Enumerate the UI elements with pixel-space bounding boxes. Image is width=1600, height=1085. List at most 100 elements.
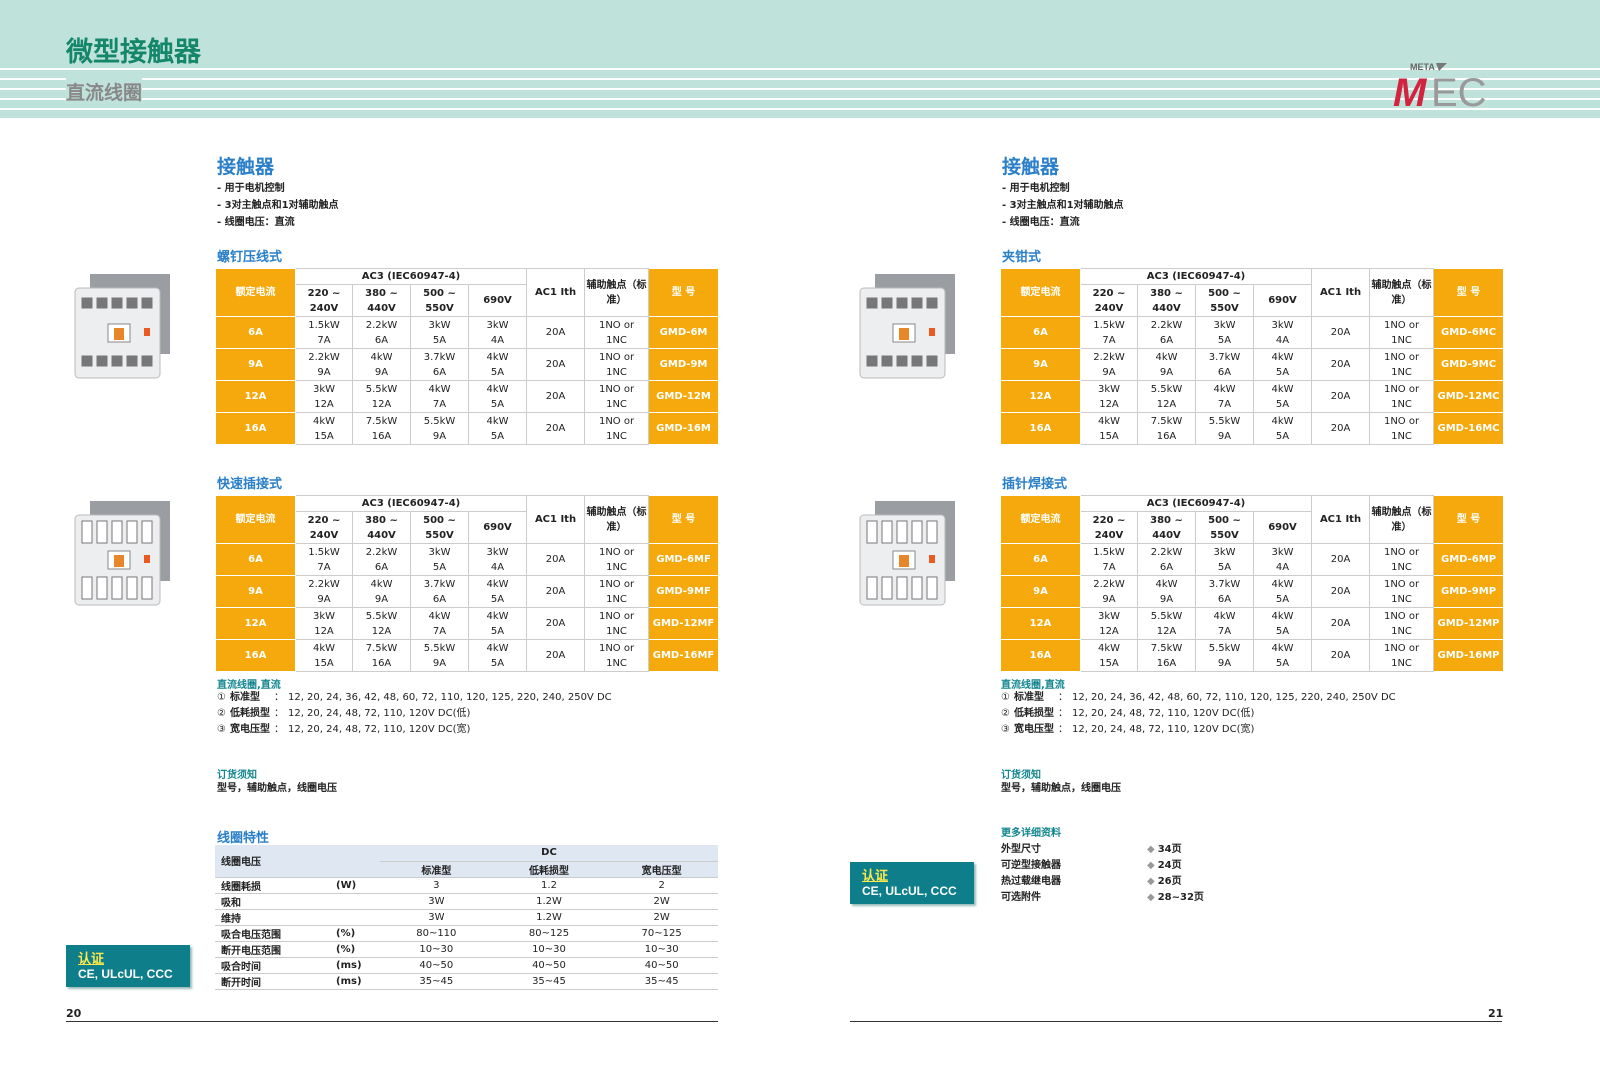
certification-box: 认证 CE, ULcUL, CCC	[850, 862, 974, 904]
rating-value: 4A	[490, 334, 505, 346]
aux-contact: 1NO or 1NC	[1369, 639, 1435, 672]
rating-cell: 4kW 5A	[1252, 380, 1313, 413]
aux-value: 1NC	[1391, 593, 1412, 605]
rating-value: 1.5kW	[308, 319, 340, 331]
rating-value: 5.5kW	[365, 610, 398, 622]
rating-cell: 1.5kW 7A	[1080, 543, 1138, 576]
rating-value: 3.7kW	[423, 351, 456, 363]
rating-value: 16A	[371, 430, 392, 442]
table-row: 12A 3kW 12A 5.5kW 12A 4kW 7A 4kW 5A 20A 1NO or 1NC G…	[215, 380, 720, 413]
rating-value: 3kW	[1097, 383, 1121, 395]
rating-value: 3.7kW	[423, 578, 456, 590]
aux-value: 1NO or	[598, 610, 635, 622]
rating-value: 7A	[1102, 334, 1116, 346]
more-item-label: 外型尺寸	[1001, 844, 1041, 855]
rating-cell: 4kW 5A	[1252, 348, 1313, 381]
rating-value: 16A	[1156, 430, 1177, 442]
header-voltage: 690V	[467, 284, 528, 317]
feature-item: - 用于电机控制	[1002, 183, 1070, 194]
coil-voltage-label: 宽电压型	[1013, 724, 1054, 735]
aux-value: 1NO or	[598, 578, 635, 590]
table-row: 吸合电压范围 (%) 80~110 80~125 70~125	[215, 925, 718, 942]
header-aux: 辅助触点（标准）	[1369, 268, 1435, 317]
rating-cell: 2.2kW 9A	[295, 348, 353, 381]
coil-row-label: 断开时间	[215, 973, 330, 990]
model-number: GMD-16M	[648, 412, 720, 445]
more-item-label: 热过载继电器	[1001, 876, 1061, 887]
rating-cell: 2.2kW 6A	[1137, 316, 1196, 349]
coil-voltage-n: ②	[1001, 708, 1010, 719]
rating-cell: 2.2kW 6A	[352, 543, 411, 576]
coil-value: 1.2W	[492, 909, 606, 926]
aux-value: 1NC	[1391, 657, 1412, 669]
rating-value: 4kW	[1213, 610, 1236, 622]
spec-table: 额定电流 AC3 (IEC60947-4) AC1 Ith 辅助触点（标准）型 号 22…	[1000, 268, 1505, 445]
rating-value: 5.5kW	[365, 383, 398, 395]
ac1-value: 20A	[526, 639, 586, 672]
header-voltage: 380 ~ 440V	[1137, 284, 1196, 317]
rating-value: 5.5kW	[1208, 415, 1241, 427]
page-number-left: 20	[66, 1007, 82, 1020]
aux-value: 1NO or	[1383, 351, 1420, 363]
rated-current: 6A	[1000, 316, 1081, 349]
rating-value: 9A	[374, 593, 389, 605]
aux-value: 1NC	[606, 625, 627, 637]
rated-current: 6A	[215, 543, 296, 576]
more-item: 外型尺寸 ◆ 34页	[1001, 842, 1261, 858]
rating-value: 15A	[314, 430, 334, 442]
rated-current: 9A	[215, 575, 296, 608]
rating-cell: 4kW 7A	[410, 607, 469, 640]
rating-value: 6A	[1217, 366, 1232, 378]
coil-header-col: 低耗损型	[492, 861, 606, 878]
more-title: 更多详细资料	[1001, 828, 1061, 839]
rated-current: 6A	[215, 316, 296, 349]
rating-value: 9A	[1102, 366, 1116, 378]
rating-value: 12A	[1099, 625, 1119, 637]
coil-value: 1.2	[492, 877, 606, 894]
rating-value: 4kW	[1213, 383, 1236, 395]
header-voltage: 500 ~ 550V	[1195, 511, 1254, 544]
more-item: 可逆型接触器 ◆ 24页	[1001, 858, 1261, 874]
rating-value: 2.2kW	[308, 351, 340, 363]
table-row: 16A 4kW 15A 7.5kW 16A 5.5kW 9A 4kW 5A 20A 1NO or 1N…	[1000, 639, 1505, 672]
rating-value: 4kW	[370, 351, 393, 363]
coil-value: 2W	[605, 909, 718, 926]
rating-value: 3.7kW	[1208, 578, 1241, 590]
aux-value: 1NO or	[598, 415, 635, 427]
aux-value: 1NO or	[1383, 319, 1420, 331]
coil-row-label: 吸合电压范围	[215, 925, 330, 942]
coil-value: 3W	[380, 893, 493, 910]
page-number-right: 21	[1488, 1007, 1504, 1020]
aux-value: 1NC	[606, 561, 627, 573]
coil-value: 40~50	[492, 957, 606, 974]
table-row: 16A 4kW 15A 7.5kW 16A 5.5kW 9A 4kW 5A 20A 1NO or 1N…	[215, 412, 720, 445]
coil-voltage-item: ① 标准型 ： 12, 20, 24, 36, 42, 48, 60, 72, 11…	[1001, 690, 1396, 706]
coil-voltage-item: ② 低耗损型： 12, 20, 24, 48, 72, 110, 120V DC(低…	[217, 706, 612, 722]
rating-value: 9A	[1159, 593, 1174, 605]
header-aux: 辅助触点（标准）	[584, 495, 650, 544]
rating-value: 9A	[317, 366, 331, 378]
ac1-value: 20A	[1311, 607, 1371, 640]
rating-value: 2.2kW	[308, 578, 340, 590]
rating-value: 6A	[374, 561, 389, 573]
model-number: GMD-16MP	[1433, 639, 1505, 672]
header-voltage: 220 ~ 240V	[1080, 511, 1138, 544]
coil-row-unit	[330, 909, 380, 926]
rating-value: 5A	[432, 334, 447, 346]
coil-row-label: 断开电压范围	[215, 941, 330, 958]
rating-value: 9A	[1217, 430, 1232, 442]
ac1-value: 20A	[1311, 543, 1371, 576]
rating-value: 3kW	[312, 383, 336, 395]
rating-cell: 2.2kW 9A	[295, 575, 353, 608]
aux-contact: 1NO or 1NC	[584, 412, 650, 445]
feature-item: - 3对主触点和1对辅助触点	[1002, 200, 1124, 211]
rating-cell: 4kW 5A	[467, 380, 528, 413]
header-voltage: 220 ~ 240V	[1080, 284, 1138, 317]
rating-value: 3kW	[1213, 546, 1236, 558]
table-row: 9A 2.2kW 9A 4kW 9A 3.7kW 6A 4kW 5A 20A 1NO or 1NC GM…	[215, 575, 720, 608]
rating-value: 5A	[490, 366, 505, 378]
rating-cell: 5.5kW 12A	[1137, 607, 1196, 640]
rating-value: 1.5kW	[308, 546, 340, 558]
rating-cell: 1.5kW 7A	[295, 543, 353, 576]
rating-value: 5A	[1275, 398, 1290, 410]
